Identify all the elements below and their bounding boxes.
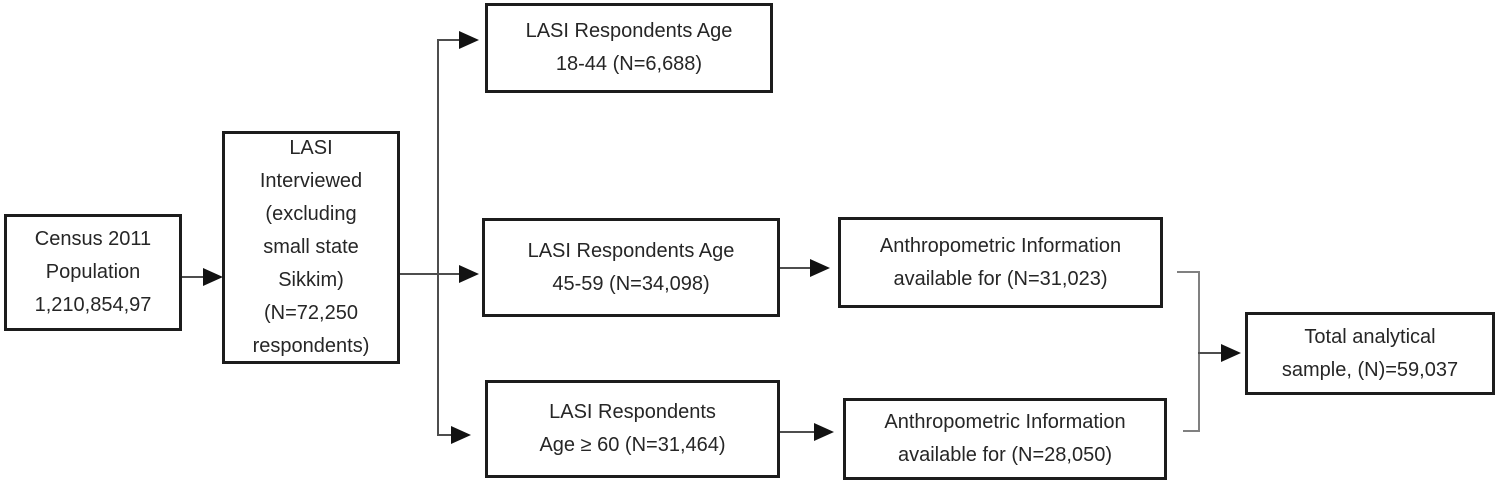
arrowhead-to-age-18-44-icon [459, 31, 479, 49]
age-60-plus-box: LASI Respondents Age ≥ 60 (N=31,464) [485, 380, 780, 478]
connector-lasi-to-age-45-59-line [400, 273, 460, 275]
connector-age-60-plus-to-anthro-line [780, 431, 815, 433]
lasi-interviewed-box-line: Sikkim) [278, 269, 344, 291]
connector-to-total-line [1198, 352, 1222, 354]
anthro-60-plus-box: Anthropometric Information available for… [843, 398, 1167, 480]
lasi-interviewed-box: LASI Interviewed (excluding small state … [222, 131, 400, 364]
merge-bracket-top-line [1177, 271, 1200, 273]
census-box: Census 2011 Population 1,210,854,97 [4, 214, 182, 331]
total-sample-box-line: sample, (N)=59,037 [1281, 358, 1459, 381]
age-60-plus-box-line: LASI Respondents [549, 401, 716, 423]
lasi-interviewed-box-line: Interviewed [259, 170, 363, 192]
arrowhead-census-to-lasi-icon [203, 268, 223, 286]
arrowhead-age-45-59-to-anthro-icon [810, 259, 830, 277]
anthro-45-59-box-line: Anthropometric Information [879, 234, 1122, 257]
merge-bracket-vertical-line [1198, 271, 1200, 432]
connector-census-to-lasi-line [182, 276, 204, 278]
arrowhead-to-total-icon [1221, 344, 1241, 362]
anthro-60-plus-box-line: available for (N=28,050) [897, 444, 1112, 466]
census-box-line: Population [45, 261, 141, 283]
age-45-59-box-line: 45-59 (N=34,098) [552, 272, 710, 295]
lasi-interviewed-box-line: (N=72,250 [264, 302, 358, 324]
anthro-45-59-box: Anthropometric Information available for… [838, 217, 1163, 308]
age-18-44-box: LASI Respondents Age 18-44 (N=6,688) [485, 3, 773, 93]
lasi-interviewed-box-line: LASI [289, 137, 333, 159]
merge-bracket-bottom-line [1183, 430, 1200, 432]
lasi-interviewed-box-line: small state [263, 236, 359, 258]
age-18-44-box-line: LASI Respondents Age [525, 20, 733, 42]
age-45-59-box: LASI Respondents Age 45-59 (N=34,098) [482, 218, 780, 317]
lasi-interviewed-box-line: (excluding [265, 203, 357, 225]
census-box-line: Census 2011 [34, 228, 152, 250]
anthro-45-59-box-line: available for (N=31,023) [893, 267, 1108, 290]
age-45-59-box-line: LASI Respondents Age [527, 239, 735, 262]
anthro-60-plus-box-line: Anthropometric Information [884, 411, 1126, 433]
census-box-line: 1,210,854,97 [34, 294, 152, 316]
total-sample-box-line: Total analytical [1304, 325, 1436, 348]
age-60-plus-box-line: Age ≥ 60 (N=31,464) [539, 434, 726, 456]
total-sample-box: Total analytical sample, (N)=59,037 [1245, 312, 1495, 395]
connector-age-45-59-to-anthro-line [780, 267, 812, 269]
arrowhead-to-age-45-59-icon [459, 265, 479, 283]
connector-to-age-18-44-line [437, 39, 461, 41]
connector-to-age-60-plus-line [437, 434, 453, 436]
arrowhead-age-60-plus-to-anthro-icon [814, 423, 834, 441]
lasi-interviewed-box-line: respondents) [252, 335, 370, 357]
age-18-44-box-line: 18-44 (N=6,688) [555, 53, 703, 75]
arrowhead-to-age-60-plus-icon [451, 426, 471, 444]
branch-trunk-vertical-line [437, 39, 439, 436]
